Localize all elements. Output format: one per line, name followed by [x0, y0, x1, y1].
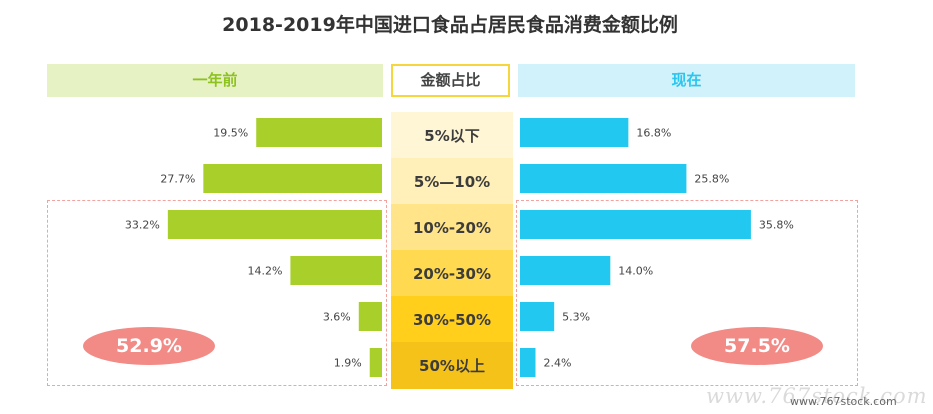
category-band: 20%-30%	[391, 250, 513, 297]
left-bar	[203, 164, 382, 193]
chart-title: 2018-2019年中国进口食品占居民食品消费金额比例	[222, 14, 678, 36]
right-bar	[520, 348, 536, 377]
right-bar	[520, 118, 629, 147]
category-band: 10%-20%	[391, 204, 513, 251]
category-header: 金额占比	[391, 64, 510, 97]
left-bar-label: 19.5%	[213, 127, 248, 140]
left-bar-label: 33.2%	[125, 219, 160, 232]
left-bar-label: 14.2%	[247, 265, 282, 278]
right-highlight-box	[516, 200, 858, 386]
left-bar-label: 27.7%	[160, 173, 195, 186]
left-bar	[167, 210, 382, 239]
left-bar-label: 3.6%	[323, 311, 351, 324]
left-bar	[290, 256, 382, 285]
right-bar-label: 14.0%	[618, 265, 653, 278]
left-bar	[369, 348, 382, 377]
left-total-badge: 52.9%	[83, 327, 215, 365]
category-label: 5%—10%	[413, 172, 491, 191]
right-total-badge: 57.5%	[691, 327, 823, 365]
left-bar	[256, 118, 382, 147]
category-label: 5%以下	[424, 127, 480, 145]
right-bar	[520, 256, 611, 285]
right-bar	[520, 302, 555, 331]
category-band: 5%—10%	[391, 158, 513, 205]
right-bar-label: 25.8%	[694, 173, 729, 186]
left-highlight-box	[47, 200, 387, 386]
right-bar	[520, 210, 751, 239]
right-bar	[520, 164, 687, 193]
category-band: 5%以下	[391, 112, 513, 159]
left-bar	[358, 302, 382, 331]
right-bar-label: 5.3%	[562, 311, 590, 324]
right-bar-label: 35.8%	[759, 219, 794, 232]
right-series-header: 现在	[518, 64, 855, 97]
watermark-small: www.767stock.com	[790, 395, 897, 408]
right-bar-label: 16.8%	[636, 127, 671, 140]
category-label: 10%-20%	[412, 218, 492, 237]
left-bar-label: 1.9%	[334, 357, 362, 370]
category-label: 20%-30%	[412, 264, 492, 283]
category-band: 50%以上	[391, 342, 513, 389]
category-label: 50%以上	[419, 357, 485, 375]
category-label: 30%-50%	[412, 310, 492, 329]
left-series-header: 一年前	[47, 64, 383, 97]
category-band: 30%-50%	[391, 296, 513, 343]
watermark: www.767stock.com	[706, 384, 928, 408]
right-bar-label: 2.4%	[543, 357, 571, 370]
